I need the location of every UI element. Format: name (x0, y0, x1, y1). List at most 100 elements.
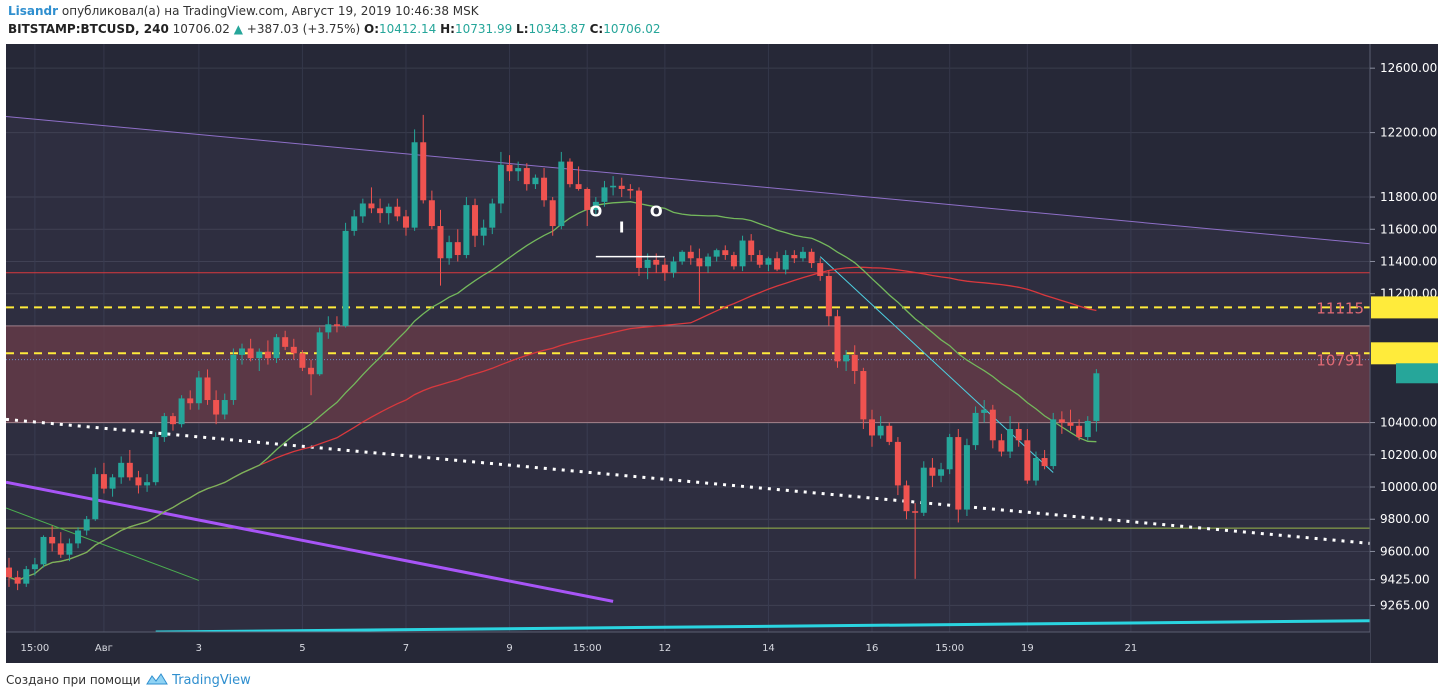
y-tick-label: 11600.00 (1380, 222, 1437, 236)
candle-body (541, 177, 548, 201)
candle-body (1015, 429, 1022, 441)
time-axis: 15:00 Авг 3 5 7 9 15:00 12 14 16 15:00 19 21 (6, 631, 1370, 663)
candle-body (799, 251, 806, 259)
author-name[interactable]: Lisandr (8, 4, 59, 18)
pattern-letter: O (650, 202, 663, 220)
x-tick-label: 3 (196, 643, 202, 654)
candle-body (204, 377, 211, 401)
candle (204, 369, 211, 405)
candle-body (575, 184, 582, 189)
candle-body (601, 187, 608, 202)
candle (446, 235, 453, 265)
y-tick-label: 10200.00 (1380, 448, 1437, 462)
symbol-info: BITSTAMP:BTCUSD, 240 10706.02 ▲ +387.03 … (8, 22, 660, 36)
candle (359, 198, 366, 223)
candle (454, 229, 461, 262)
candle-body (187, 398, 194, 404)
candle (679, 250, 686, 265)
chart-header: Lisandr опубликовал(а) на TradingView.co… (0, 0, 1444, 44)
candle-body (299, 353, 306, 368)
candle-body (66, 543, 73, 555)
candle-body (273, 337, 280, 359)
candle (748, 234, 755, 262)
time-axis-background (6, 632, 1370, 663)
candle (774, 251, 781, 272)
y-tick-label: 10400.00 (1380, 416, 1437, 430)
symbol-label: BITSTAMP:BTCUSD, 240 (8, 22, 169, 36)
candle (100, 462, 107, 494)
y-tick-label: 9800.00 (1380, 512, 1430, 526)
supply-zone (6, 325, 1370, 423)
candle (316, 327, 323, 376)
tradingview-logo-icon[interactable] (146, 672, 169, 689)
candle-body (938, 469, 945, 476)
candle (1058, 411, 1065, 434)
candle-body (532, 177, 539, 185)
current-price-marker (1396, 363, 1438, 384)
candle (402, 209, 409, 236)
candle (661, 258, 668, 281)
candle (938, 462, 945, 483)
candle (843, 350, 850, 372)
candle-body (377, 208, 384, 214)
candle-body (144, 482, 151, 486)
price-chart[interactable]: OIO12600.0012200.0011800.0011600.0011400… (6, 44, 1438, 663)
candle (264, 340, 271, 365)
candle (1076, 419, 1083, 441)
tradingview-brand[interactable]: TradingView (172, 673, 251, 688)
candle-body (903, 485, 910, 512)
candle (230, 348, 237, 405)
candle-body (1093, 373, 1100, 421)
candle-body (23, 569, 30, 584)
candle-body (920, 467, 927, 513)
candle-body (342, 230, 349, 326)
candle-body (1024, 440, 1031, 481)
y-tick-label: 9265.00 (1380, 598, 1430, 612)
candle-body (610, 185, 617, 188)
x-tick-label: 12 (659, 643, 672, 654)
candle-body (1058, 419, 1065, 423)
candle (394, 198, 401, 222)
candle (66, 538, 73, 562)
x-tick-label: 15:00 (573, 643, 602, 654)
candle (282, 330, 289, 351)
candle (549, 197, 556, 236)
candle-body (955, 437, 962, 510)
candle-body (239, 348, 246, 355)
y-tick-label: 11800.00 (1380, 190, 1437, 204)
candle-body (126, 462, 133, 478)
candle (687, 245, 694, 265)
candle-body (946, 437, 953, 470)
x-tick-label: 21 (1125, 643, 1138, 654)
candle (480, 219, 487, 246)
candle (333, 316, 340, 333)
candle-body (886, 425, 893, 442)
candle-body (472, 205, 479, 236)
candle-body (454, 242, 461, 256)
high-label: H: (440, 22, 455, 36)
candle (1041, 449, 1048, 470)
candle-body (687, 251, 694, 259)
candle (765, 256, 772, 272)
candle-body (247, 348, 254, 359)
candle (420, 114, 427, 204)
close-label: C: (589, 22, 604, 36)
candle-body (782, 255, 789, 270)
publish-text: опубликовал(а) на TradingView.com, Авгус… (61, 4, 479, 18)
candle (351, 209, 358, 236)
candle-body (618, 185, 625, 189)
candle-body (627, 188, 634, 191)
candle (1032, 451, 1039, 486)
candle-body (351, 216, 358, 231)
candle-body (756, 255, 763, 265)
candle-body (566, 161, 573, 185)
candle-body (998, 440, 1005, 452)
price-level-label: 11115 (1316, 299, 1364, 317)
x-tick-label: 14 (762, 643, 775, 654)
candle (886, 422, 893, 446)
x-tick-label: 15:00 (20, 643, 49, 654)
pattern-letter: O (589, 202, 602, 220)
candle-body (877, 425, 884, 436)
candle (195, 371, 202, 410)
candle (428, 190, 435, 230)
